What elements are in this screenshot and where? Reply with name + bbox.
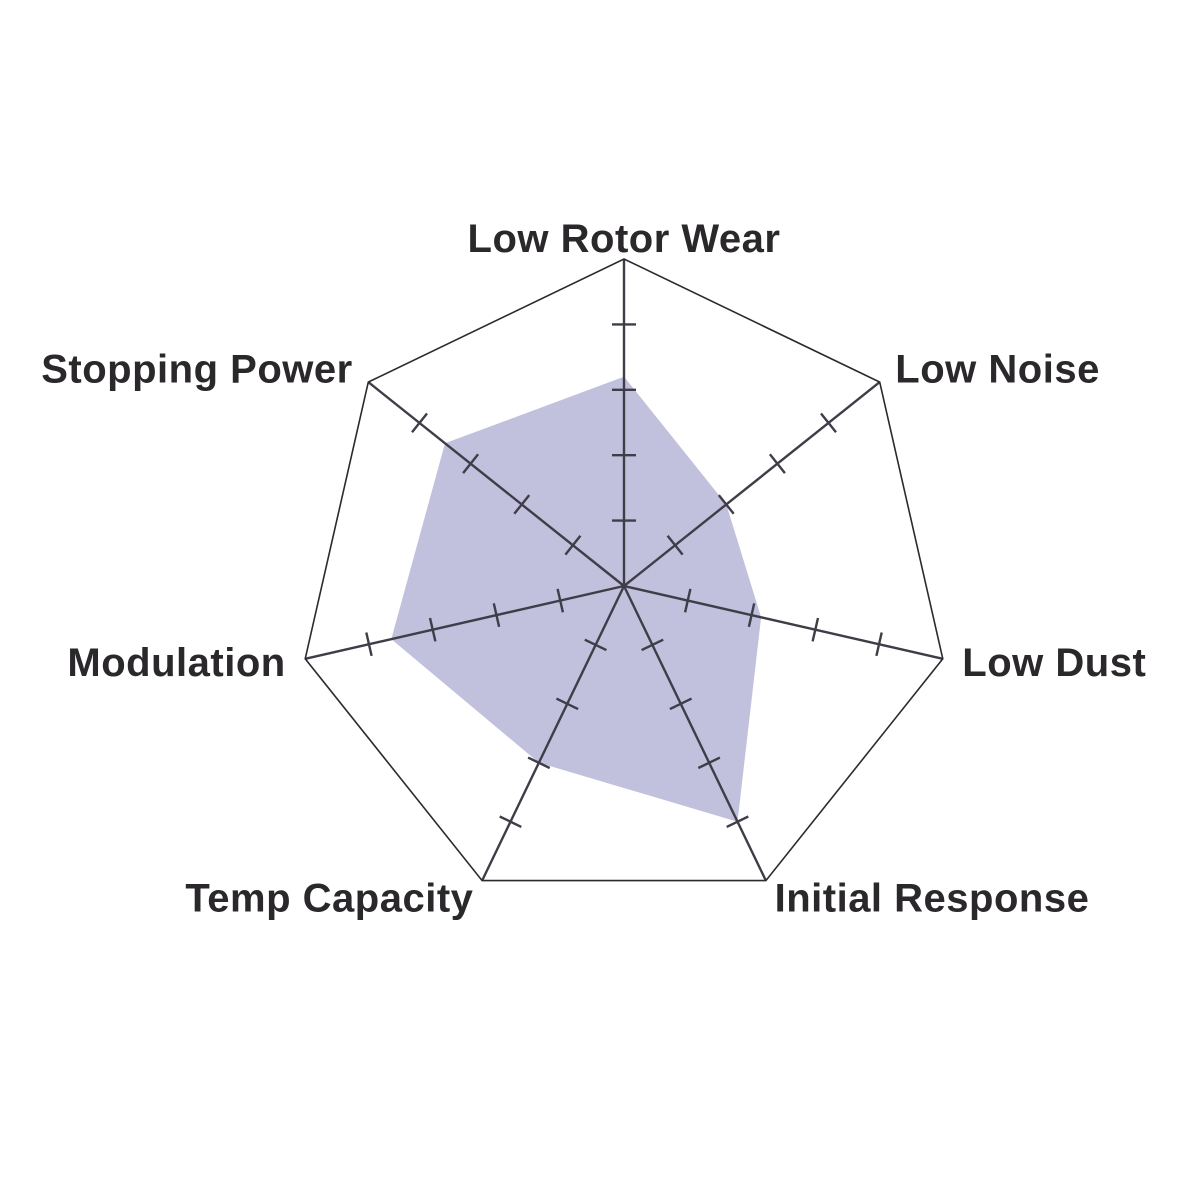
axis-tick bbox=[556, 588, 565, 613]
axis-spoke bbox=[623, 381, 881, 587]
axis-tick bbox=[717, 494, 735, 515]
axis-spoke bbox=[481, 585, 626, 882]
axis-tick bbox=[365, 632, 373, 657]
axis-tick bbox=[747, 603, 756, 628]
axis-label: Low Rotor Wear bbox=[468, 217, 781, 261]
axis-tick bbox=[527, 756, 551, 770]
radar-value-polygon bbox=[391, 376, 762, 822]
axis-tick bbox=[513, 494, 531, 515]
axis-tick bbox=[669, 697, 693, 711]
axis-tick bbox=[641, 638, 664, 652]
axis-tick bbox=[875, 632, 883, 657]
axis-spoke bbox=[622, 585, 767, 882]
axis-spoke bbox=[623, 584, 944, 660]
axis-label: Stopping Power bbox=[41, 348, 352, 392]
axis-label: Modulation bbox=[67, 641, 285, 685]
axis-spoke bbox=[304, 584, 625, 660]
axis-tick bbox=[726, 815, 749, 828]
axis-tick bbox=[811, 617, 820, 642]
radar-frame-polygon bbox=[304, 258, 944, 882]
axis-label: Low Dust bbox=[962, 641, 1146, 685]
axis-tick bbox=[564, 535, 582, 556]
axis-tick bbox=[411, 412, 428, 434]
axis-tick bbox=[462, 453, 480, 474]
axis-label: Low Noise bbox=[895, 348, 1100, 392]
axis-tick bbox=[584, 638, 607, 652]
axis-label: Initial Response bbox=[775, 877, 1090, 921]
axis-tick bbox=[492, 603, 501, 628]
axis-tick bbox=[666, 535, 684, 556]
axis-label: Temp Capacity bbox=[185, 877, 473, 921]
axis-tick bbox=[555, 697, 579, 711]
axis-tick bbox=[820, 412, 837, 434]
axis-tick bbox=[768, 453, 786, 474]
axis-tick bbox=[697, 756, 721, 770]
axis-tick bbox=[499, 815, 522, 828]
axis-tick bbox=[683, 588, 692, 613]
axis-spoke bbox=[367, 381, 625, 587]
axis-tick bbox=[428, 617, 437, 642]
